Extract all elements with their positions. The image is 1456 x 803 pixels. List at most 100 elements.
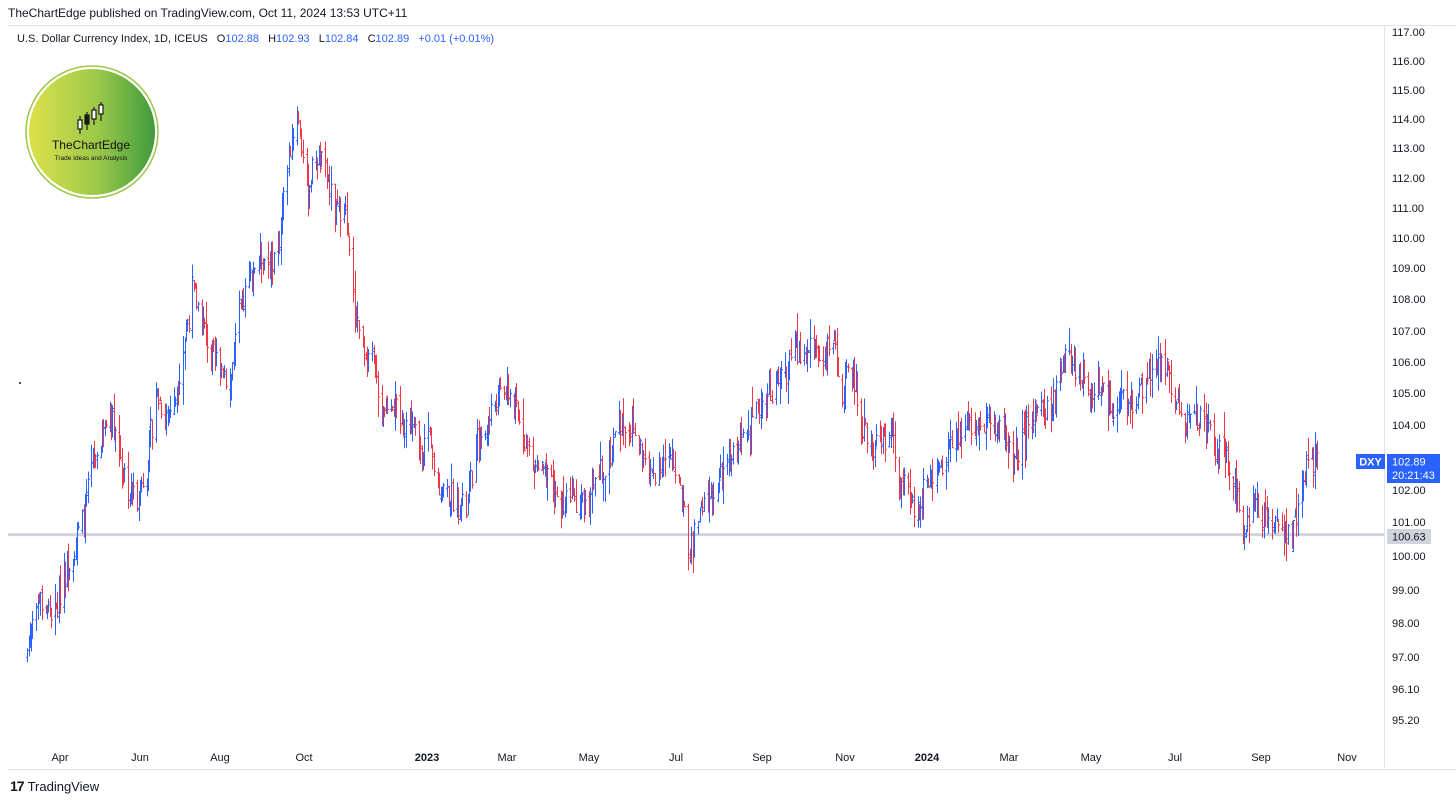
ohlc-bar [662, 444, 665, 477]
ohlc-bar [712, 482, 715, 515]
ohlc-bar [941, 455, 944, 477]
ohlc-bar [39, 591, 42, 616]
ohlc-bar [719, 454, 722, 479]
ohlc-bar [542, 463, 545, 475]
ohlc-bar [263, 258, 266, 271]
ohlc-bar [1225, 442, 1228, 463]
ohlc-bar [123, 463, 126, 483]
open-label: O [216, 33, 226, 45]
ohlc-bar [220, 363, 223, 379]
ohlc-bar [818, 345, 821, 362]
ohlc-bar [165, 403, 168, 436]
ohlc-bar [319, 142, 322, 173]
ohlc-bar [1083, 359, 1086, 384]
ohlc-bar [624, 426, 627, 449]
ohlc-bar [96, 452, 99, 470]
ohlc-bar [90, 444, 93, 488]
ohlc-bar [515, 383, 518, 408]
close-value: 102.89 [375, 33, 410, 45]
ohlc-bar [386, 395, 389, 414]
ohlc-bar [964, 414, 967, 442]
ohlc-bar [169, 395, 172, 419]
footer-brand[interactable]: TradingView [27, 778, 100, 794]
price-tick-label: 111.00 [1392, 203, 1424, 215]
time-axis[interactable]: Apr Jun Aug Oct 2023 Mar May Jul Sep Nov 2024 Mar Ma… [51, 752, 1357, 764]
ohlc-bar [1292, 519, 1295, 553]
ohlc-bar [732, 442, 735, 465]
ohlc-bar [841, 374, 844, 408]
ohlc-bar [1040, 391, 1043, 417]
price-tick-label: 106.00 [1392, 357, 1426, 369]
ohlc-bar [336, 189, 339, 206]
ohlc-bar [554, 480, 557, 508]
ohlc-bar [377, 371, 380, 418]
ohlc-bar [565, 483, 568, 514]
ohlc-bar [769, 368, 772, 402]
ohlc-bar [1068, 327, 1071, 356]
ohlc-bar [234, 323, 237, 367]
ohlc-bar [363, 336, 366, 367]
line-price-tag[interactable]: 100.63 [1387, 529, 1431, 544]
price-axis[interactable]: 95.20 96.10 97.00 98.00 99.00 100.00 101.00 102… [1392, 27, 1426, 727]
high-value: 102.93 [276, 33, 310, 45]
ohlc-bar [837, 356, 840, 378]
ohlc-bar [619, 410, 622, 452]
ohlc-bar [1248, 507, 1251, 544]
ohlc-bar [968, 413, 971, 431]
ohlc-bar [788, 349, 791, 381]
symbol-tag-bg [1356, 454, 1385, 469]
ohlc-bars [26, 106, 1319, 663]
ohlc-bar [726, 453, 729, 476]
ohlc-bar [480, 426, 483, 449]
ohlc-bar [297, 111, 300, 125]
ohlc-bar [1281, 512, 1284, 532]
ohlc-bar [654, 473, 657, 486]
ohlc-bar [253, 267, 256, 274]
ohlc-bar [197, 301, 200, 312]
logo-tagline: Trade Ideas and Analysis [55, 155, 128, 162]
ohlc-bar [94, 453, 97, 468]
ohlc-bar [1198, 422, 1201, 436]
ohlc-bar [1276, 508, 1279, 522]
ohlc-bar [1025, 405, 1028, 461]
ohlc-bar [465, 491, 468, 518]
ohlc-bar [76, 522, 79, 566]
last-price-tag[interactable]: DXY 102.89 20:21:43 [1356, 454, 1440, 483]
ohlc-bar [913, 486, 916, 528]
ohlc-bar [1013, 453, 1016, 475]
ohlc-bar [461, 482, 464, 506]
ohlc-bar [1186, 403, 1189, 440]
ohlc-bar [50, 607, 53, 629]
time-tick-label: Nov [1337, 752, 1357, 764]
ohlc-bar [267, 241, 270, 279]
ohlc-bar [371, 341, 374, 362]
ohlc-bar [758, 398, 761, 424]
time-tick-label: Oct [295, 752, 312, 764]
publish-line: TheChartEdge published on TradingView.co… [8, 6, 408, 20]
ohlc-bar [1107, 369, 1110, 432]
ohlc-bar [815, 334, 818, 358]
time-tick-label: Jul [1168, 752, 1182, 764]
price-tick-label: 108.00 [1392, 294, 1426, 306]
ohlc-bar [569, 477, 572, 504]
ohlc-bar [31, 611, 34, 639]
ohlc-bar [740, 416, 743, 456]
ohlc-bar [326, 157, 329, 189]
ohlc-bar [951, 430, 954, 449]
tradingview-logo-icon[interactable]: 17 [10, 778, 25, 794]
ohlc-bar [1166, 357, 1169, 377]
high-label: H [268, 33, 277, 45]
ohlc-bar [672, 448, 675, 470]
ohlc-bar [949, 419, 952, 463]
ohlc-bar [562, 476, 565, 515]
ohlc-bar [320, 151, 323, 167]
ohlc-bar [703, 491, 706, 512]
ohlc-bar [292, 128, 295, 151]
ohlc-bar [1271, 509, 1274, 540]
ohlc-bar [722, 446, 725, 505]
ohlc-bar [316, 157, 319, 180]
chart-frame[interactable] [8, 25, 1456, 770]
ohlc-bar [300, 128, 303, 157]
ohlc-bar [142, 472, 145, 489]
